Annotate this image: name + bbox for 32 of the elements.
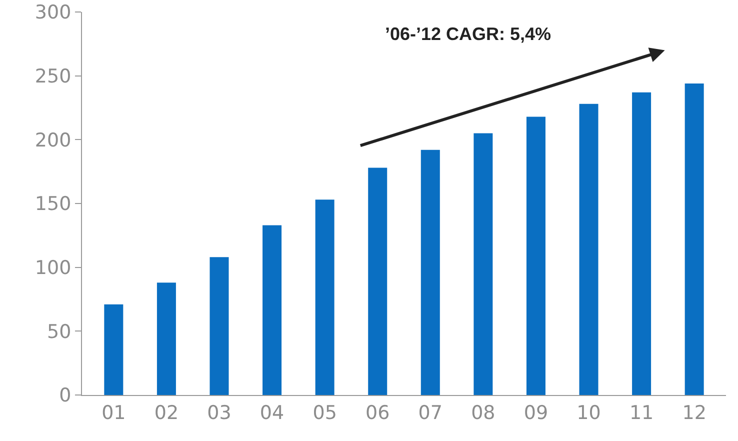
y-tick-label: 100 — [34, 256, 72, 279]
y-tick-label: 150 — [34, 193, 72, 216]
x-tick-label: 12 — [682, 402, 706, 424]
bar — [156, 282, 176, 395]
bar — [420, 150, 440, 395]
bar — [579, 104, 598, 395]
y-tick-label: 250 — [34, 65, 72, 88]
bar — [104, 304, 124, 395]
bar — [684, 83, 704, 395]
bar — [262, 225, 282, 395]
bar — [632, 92, 652, 395]
x-tick-label: 02 — [154, 402, 179, 424]
x-tick-label: 10 — [576, 402, 601, 424]
bar — [210, 257, 229, 395]
bar — [526, 116, 546, 395]
y-tick-label: 0 — [59, 384, 72, 407]
y-tick-label: 200 — [34, 129, 72, 152]
x-tick-label: 01 — [102, 402, 126, 424]
x-tick-label: 06 — [366, 402, 390, 424]
x-tick-label: 05 — [312, 402, 337, 424]
x-tick-label: 09 — [524, 402, 548, 424]
y-tick-label: 300 — [34, 2, 72, 24]
x-tick-label: 03 — [207, 402, 232, 424]
x-tick-label: 04 — [260, 402, 284, 424]
bar — [315, 200, 334, 395]
x-tick-label: 08 — [471, 402, 496, 424]
bar — [474, 133, 493, 395]
x-tick-label: 11 — [629, 402, 654, 424]
x-tick-label: 07 — [418, 402, 442, 424]
y-tick-label: 50 — [47, 320, 72, 343]
annotation: ’06-’12 CAGR: 5,4% — [385, 24, 552, 44]
bar — [368, 168, 388, 395]
